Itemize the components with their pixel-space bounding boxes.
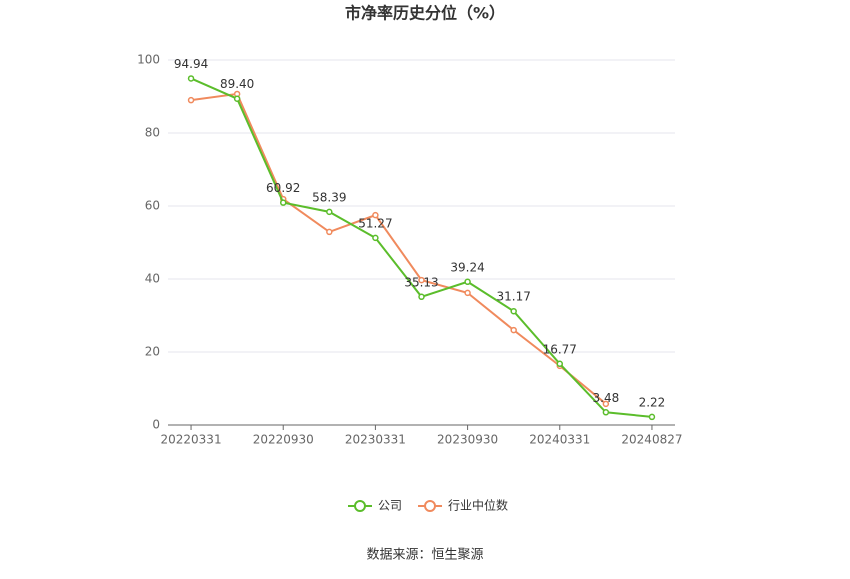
data-label: 89.40: [220, 77, 254, 91]
point: [602, 409, 610, 416]
legend-marker: [424, 500, 437, 512]
point: [326, 228, 333, 236]
series-line: [190, 77, 653, 418]
point: [418, 293, 425, 301]
point: [326, 208, 333, 216]
point: [187, 96, 195, 104]
y-tick-label: 40: [145, 272, 160, 286]
legend-label: 公司: [378, 499, 402, 513]
point: [464, 278, 471, 286]
point: [418, 276, 425, 284]
data-label: 94.94: [174, 57, 208, 71]
data-label: 3.48: [593, 391, 620, 405]
data-label: 60.92: [266, 181, 300, 195]
data-label: 39.24: [450, 260, 484, 274]
data-label: 58.39: [312, 190, 346, 204]
data-label: 51.27: [358, 216, 392, 230]
x-tick-label: 20230331: [345, 433, 406, 447]
y-tick-label: 100: [137, 53, 160, 67]
y-tick-label: 0: [152, 418, 160, 432]
x-tick-label: 20240827: [621, 433, 682, 447]
point: [648, 413, 656, 421]
point: [464, 289, 471, 297]
point: [372, 234, 379, 242]
point: [602, 400, 610, 408]
y-tick-label: 80: [145, 126, 160, 140]
point: [279, 199, 287, 206]
x-tick-label: 20230930: [437, 433, 498, 447]
legend-label: 行业中位数: [448, 498, 508, 513]
y-tick-label: 20: [145, 345, 160, 359]
x-tick-label: 20240331: [529, 433, 590, 447]
point: [510, 307, 517, 315]
point: [233, 95, 241, 102]
legend-marker: [354, 500, 366, 512]
data-label: 16.77: [543, 342, 577, 356]
source: 数据来源：恒生聚源: [366, 548, 483, 563]
data-label: 31.17: [497, 290, 531, 304]
y-tick-label: 60: [145, 199, 160, 213]
chart-title: 市净率历史分位（%）: [345, 4, 505, 23]
point: [556, 360, 564, 368]
point: [510, 326, 517, 334]
x-tick-label: 20220331: [161, 433, 222, 447]
point: [187, 75, 195, 82]
x-tick-label: 20220930: [253, 433, 314, 447]
point: [372, 211, 379, 219]
series-line: [190, 92, 607, 405]
data-label: 2.22: [639, 395, 666, 409]
data-label: 35.13: [404, 275, 438, 289]
